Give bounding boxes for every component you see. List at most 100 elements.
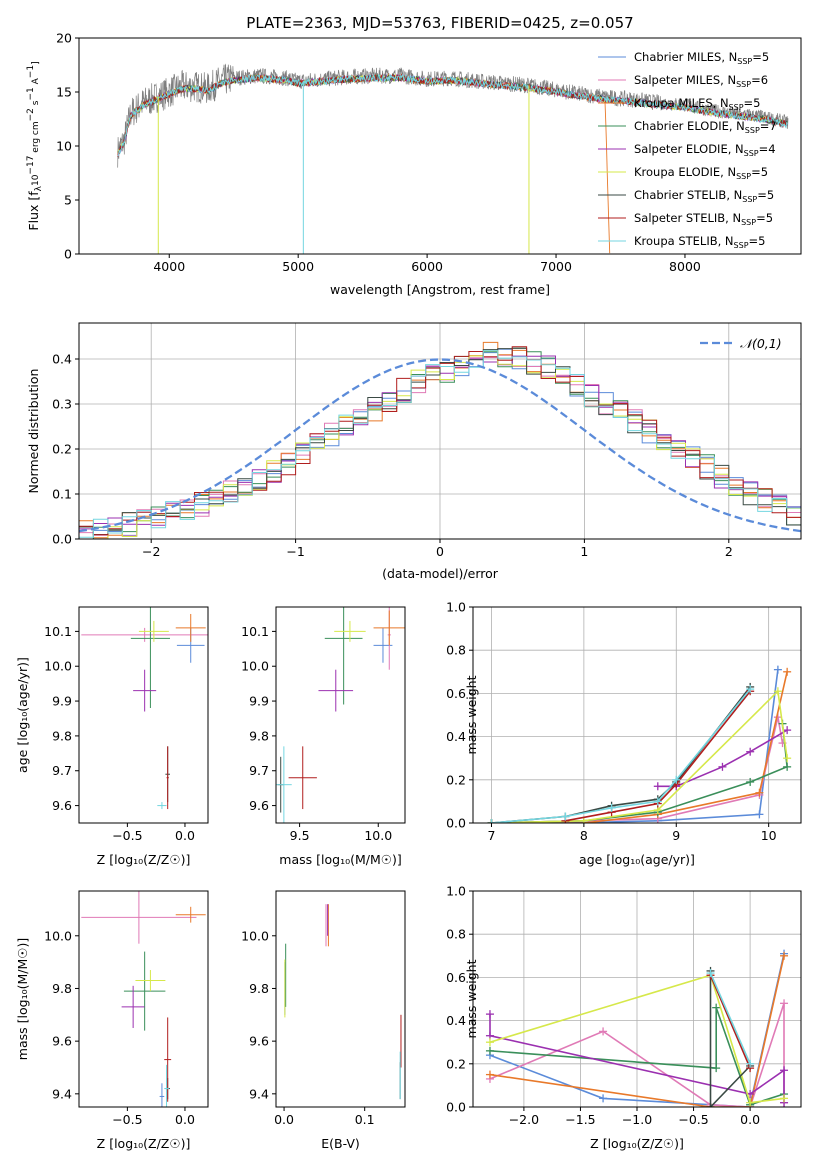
legend-entry: Kroupa STELIB, NSSP=5 — [634, 234, 765, 250]
model-spectrum — [117, 73, 611, 254]
x-tick-label: 0.1 — [355, 1112, 375, 1127]
age_vs_mass-plot-area — [276, 607, 405, 823]
mass_vs_Z-panel: −0.5 0.0 9.4 9.6 9.8 10.0 Z [log₁₀(Z/Z☉)] mass … — [15, 890, 209, 1151]
mass_vs_Z-plot-area — [81, 891, 206, 1107]
age_vs_Z-plot-area — [81, 607, 208, 810]
mass_weight_vs_age-panel: 7 8 9 10 0.0 0.2 0.4 0.6 0.8 1.0 age [log₁₀(age/yr… — [446, 600, 802, 867]
mass-weight-line — [489, 974, 785, 1104]
mass_weight_vs_age-plot-area — [487, 665, 792, 823]
legend-entry: Salpeter MILES, NSSP=6 — [634, 73, 768, 89]
mass-weight-line — [491, 671, 788, 823]
residual-histogram — [79, 350, 801, 539]
x-tick-label: 9.5 — [290, 828, 310, 843]
y-tick-label: 9.9 — [52, 694, 72, 709]
y-tick-label: 0.4 — [52, 352, 72, 367]
y-axis-label: Normed distribution — [26, 369, 41, 494]
x-tick-label: 6000 — [411, 259, 443, 274]
model-spectrum — [117, 73, 789, 157]
y-tick-label: 5 — [64, 193, 72, 208]
y-axis-label: mass weight — [464, 959, 479, 1038]
y-tick-label: 10.0 — [44, 659, 72, 674]
y-tick-label: 1.0 — [446, 884, 466, 899]
y-tick-label: 9.8 — [52, 728, 72, 743]
y-tick-label: 0.8 — [446, 927, 466, 942]
y-tick-label: 9.8 — [52, 981, 72, 996]
y-tick-label: 0.8 — [446, 643, 466, 658]
y-axis-label: mass weight — [464, 675, 479, 754]
legend-entry: Kroupa MILES, NSSP=5 — [634, 96, 760, 112]
y-tick-label: 10.0 — [241, 659, 269, 674]
x-tick-label: 0.0 — [740, 1112, 760, 1127]
mass-weight-line — [489, 955, 785, 1107]
x-tick-label: −0.5 — [678, 1112, 708, 1127]
residuals-plot-area — [79, 341, 801, 539]
legend-entry: 𝒩(0,1) — [740, 336, 782, 351]
spectrum-legend: Chabrier MILES, NSSP=5 Salpeter MILES, NS… — [598, 50, 777, 250]
y-tick-label: 15 — [56, 85, 72, 100]
legend-entry: Chabrier STELIB, NSSP=5 — [634, 188, 774, 204]
y-tick-label: 0 — [64, 247, 72, 262]
legend-entry: Salpeter ELODIE, NSSP=4 — [634, 142, 776, 158]
mass_weight_vs_Z-panel: −2.0 −1.5 −1.0 −0.5 0.0 0.0 0.2 0.4 0.6 0.8 1.0 Z [… — [446, 884, 802, 1151]
model-spectrum — [117, 73, 788, 157]
legend-entry: Kroupa ELODIE, NSSP=5 — [634, 165, 768, 181]
x-axis-label: age [log₁₀(age/yr)] — [579, 852, 695, 867]
mass_weight_vs_Z-plot-area — [485, 949, 789, 1107]
y-tick-label: 10.1 — [44, 624, 72, 639]
x-tick-label: 0.0 — [175, 828, 195, 843]
x-tick-label: −2.0 — [509, 1112, 539, 1127]
x-axis-label: wavelength [Angstrom, rest frame] — [330, 282, 550, 297]
x-tick-label: 10 — [761, 828, 777, 843]
y-tick-label: 9.7 — [249, 763, 269, 778]
x-axis-label: mass [log₁₀(M/M☉)] — [279, 852, 401, 867]
x-tick-label: −1.0 — [622, 1112, 652, 1127]
y-tick-label: 0.3 — [52, 397, 72, 412]
x-tick-label: 4000 — [153, 259, 185, 274]
y-tick-label: 0.6 — [446, 970, 466, 985]
axes-frame — [275, 890, 406, 1108]
axes-frame — [472, 606, 802, 824]
y-tick-label: 9.6 — [249, 798, 269, 813]
y-tick-label: 10.0 — [241, 928, 269, 943]
x-tick-label: 1 — [580, 544, 588, 559]
x-tick-label: −0.5 — [112, 1112, 142, 1127]
y-tick-label: 1.0 — [446, 600, 466, 615]
y-tick-label: 10.1 — [241, 624, 269, 639]
mass-weight-line — [709, 974, 751, 1069]
x-tick-label: 0.0 — [274, 1112, 294, 1127]
y-tick-label: 10 — [56, 139, 72, 154]
y-tick-label: 0.2 — [446, 772, 466, 787]
x-tick-label: 9 — [672, 828, 680, 843]
x-axis-label: E(B-V) — [321, 1136, 360, 1151]
y-tick-label: 0.4 — [446, 1013, 466, 1028]
y-tick-label: 9.4 — [52, 1086, 72, 1101]
y-tick-label: 0.2 — [446, 1056, 466, 1071]
y-tick-label: 0.1 — [52, 487, 72, 502]
axes-frame — [78, 890, 209, 1108]
axes-frame — [275, 606, 406, 824]
y-axis-label: age [log₁₀(age/yr)] — [15, 657, 30, 773]
x-tick-label: 0.0 — [175, 1112, 195, 1127]
age_vs_mass-panel: 9.5 10.0 9.6 9.7 9.8 9.9 10.0 10.1 mass [log₁₀(M… — [241, 606, 406, 867]
x-tick-label: 8000 — [669, 259, 701, 274]
y-tick-label: 9.4 — [249, 1086, 269, 1101]
legend-entry: Salpeter STELIB, NSSP=5 — [634, 211, 773, 227]
x-tick-label: −2 — [142, 544, 160, 559]
x-tick-label: 10.0 — [364, 828, 392, 843]
x-tick-label: −0.5 — [112, 828, 142, 843]
age_vs_Z-panel: −0.5 0.0 9.6 9.7 9.8 9.9 10.0 10.1 Z [log₁₀(Z/Z☉… — [15, 606, 209, 867]
mass_vs_EBV-panel: 0.0 0.1 9.4 9.6 9.8 10.0 E(B-V) — [241, 890, 406, 1151]
mass-weight-line — [709, 972, 751, 1065]
x-tick-label: 7000 — [540, 259, 572, 274]
y-axis-label: Flux [fλ10−17 erg cm−2 s−1 A−1] — [26, 61, 44, 230]
y-tick-label: 10.0 — [44, 928, 72, 943]
mass-weight-line — [489, 1003, 785, 1107]
y-tick-label: 0.0 — [52, 532, 72, 547]
spectrum-panel: Chabrier MILES, NSSP=5 Salpeter MILES, NS… — [26, 31, 802, 297]
y-tick-label: 9.7 — [52, 763, 72, 778]
x-axis-label: Z [log₁₀(Z/Z☉)] — [97, 1136, 191, 1151]
x-tick-label: 2 — [725, 544, 733, 559]
normal-curve — [79, 358, 801, 533]
mass-weight-line — [491, 688, 751, 823]
